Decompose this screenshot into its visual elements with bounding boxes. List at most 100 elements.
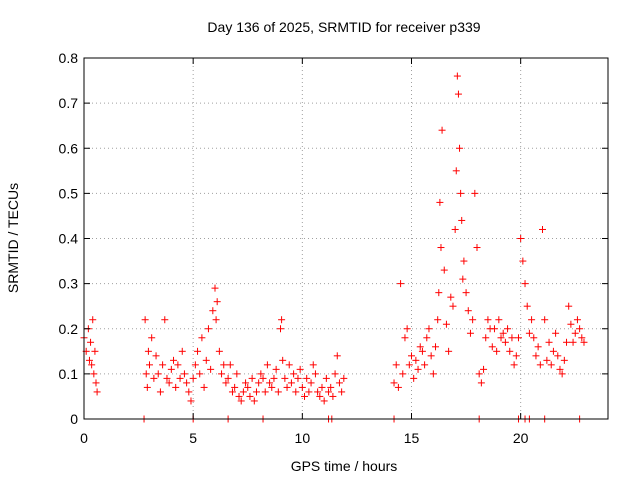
data-point [301,392,309,400]
data-point [499,329,507,337]
data-point [530,334,538,342]
data-point [554,352,562,360]
data-point [567,320,575,328]
data-point [514,334,522,342]
data-point [412,356,420,364]
data-point [392,361,400,369]
data-point [88,361,96,369]
data-point [521,280,529,288]
data-point [277,325,284,333]
data-point [558,370,566,378]
data-point [528,316,536,324]
data-point [185,388,193,396]
data-point [150,374,158,382]
data-point [213,298,221,306]
data-point [473,244,481,252]
x-tick-label: 15 [404,430,420,446]
data-point [194,347,202,355]
data-point [504,325,512,333]
data-point [156,388,164,396]
data-point [248,374,256,382]
data-point [490,325,498,333]
data-point [207,365,215,373]
y-tick-label: 0.5 [59,185,79,201]
data-point [314,388,322,396]
y-axis-label: SRMTID / TECUs [5,183,21,293]
data-point [167,365,175,373]
data-point [437,244,445,252]
data-point [436,198,444,206]
data-point [480,365,488,373]
data-point [198,334,206,342]
data-point [180,370,188,378]
data-point [307,379,315,387]
data-point [517,235,525,242]
data-point [560,356,568,364]
data-point [427,352,435,360]
data-point [239,388,247,396]
x-axis-label: GPS time / hours [291,458,398,474]
data-point [394,383,402,391]
data-point [429,370,437,378]
data-point [176,374,184,382]
data-point [200,383,208,391]
data-point [292,388,300,396]
data-point [541,316,549,324]
data-point [298,383,306,391]
data-point [316,392,324,400]
data-point [565,302,573,310]
data-point [536,361,544,369]
data-point [154,370,162,378]
data-point [220,361,228,369]
data-point [418,347,426,355]
y-tick-label: 0.4 [59,231,79,247]
data-point [305,388,313,396]
data-point [543,356,551,364]
data-point [290,370,298,378]
data-point [519,257,527,265]
data-point [191,361,199,369]
data-point [457,189,465,197]
data-point [215,347,223,355]
data-point [447,293,455,301]
data-point [532,352,540,360]
data-point [287,379,295,387]
chart-title: Day 136 of 2025, SRMTID for receiver p33… [207,19,480,35]
data-point [425,325,433,333]
data-point [187,397,195,405]
data-point [510,361,518,369]
data-point [244,383,252,391]
x-tick-label: 5 [189,430,197,446]
data-point [506,347,514,355]
data-point [338,388,346,396]
data-point [92,379,100,387]
data-point [573,316,581,324]
data-point [552,329,560,337]
data-point [161,316,169,324]
data-point [329,392,337,400]
data-point [453,72,461,80]
y-tick-label: 0.6 [59,140,79,156]
data-point [242,379,250,387]
data-point [423,334,431,342]
data-point [263,361,271,369]
data-point [183,379,191,387]
data-point [545,338,553,346]
data-point [331,370,339,378]
data-point [525,329,533,337]
data-point [466,329,474,337]
data-point [508,334,516,342]
data-point [325,388,333,396]
y-tick-label: 0.7 [59,95,79,111]
data-point [144,347,152,355]
data-point [165,379,173,387]
data-point [148,334,156,342]
data-point [493,347,501,355]
data-point [578,334,586,342]
y-tick-label: 0.2 [59,321,79,337]
data-point [224,374,232,382]
data-point [85,356,93,364]
data-point [146,361,153,369]
data-point [569,338,577,346]
